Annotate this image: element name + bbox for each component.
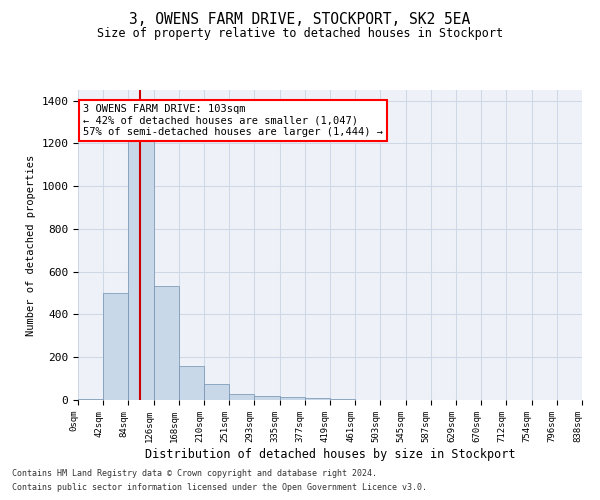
Text: 3, OWENS FARM DRIVE, STOCKPORT, SK2 5EA: 3, OWENS FARM DRIVE, STOCKPORT, SK2 5EA xyxy=(130,12,470,28)
Bar xyxy=(280,397,305,400)
Text: 3 OWENS FARM DRIVE: 103sqm
← 42% of detached houses are smaller (1,047)
57% of s: 3 OWENS FARM DRIVE: 103sqm ← 42% of deta… xyxy=(83,104,383,137)
Bar xyxy=(154,286,179,400)
Bar xyxy=(78,399,103,400)
Text: Size of property relative to detached houses in Stockport: Size of property relative to detached ho… xyxy=(97,28,503,40)
Bar xyxy=(305,398,330,400)
Bar xyxy=(179,366,204,400)
Bar xyxy=(128,133,154,400)
Bar xyxy=(103,293,128,400)
X-axis label: Distribution of detached houses by size in Stockport: Distribution of detached houses by size … xyxy=(145,448,515,460)
Text: Contains HM Land Registry data © Crown copyright and database right 2024.: Contains HM Land Registry data © Crown c… xyxy=(12,468,377,477)
Bar xyxy=(204,384,229,400)
Bar xyxy=(254,396,280,400)
Y-axis label: Number of detached properties: Number of detached properties xyxy=(26,154,36,336)
Bar xyxy=(229,394,254,400)
Bar xyxy=(330,399,355,400)
Text: Contains public sector information licensed under the Open Government Licence v3: Contains public sector information licen… xyxy=(12,484,427,492)
